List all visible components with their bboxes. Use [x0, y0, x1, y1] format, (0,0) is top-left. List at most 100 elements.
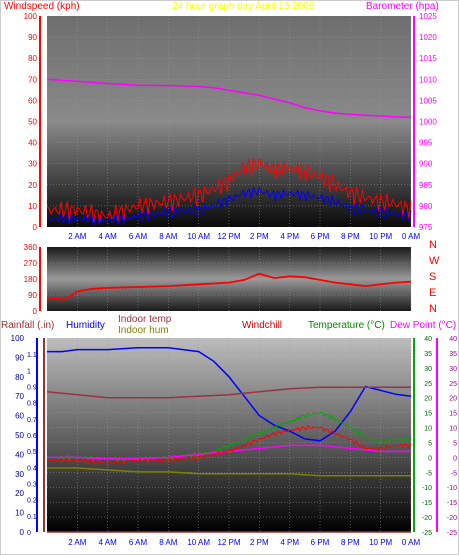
barometer-tick-label: 980 [419, 202, 433, 211]
humidity-tick-label: 70 [15, 392, 24, 401]
dew-point-tick-label: -5 [451, 470, 457, 477]
rainfall-tick-label: 0.8 [27, 401, 37, 408]
temp-x-tick-label: 4 PM [280, 538, 299, 547]
barometer-tick-label: 990 [419, 160, 433, 169]
wind-x-tick-label: 12 PM [217, 232, 240, 241]
temp-x-tick-label: 2 PM [250, 538, 269, 547]
humidity-tick-label: 30 [15, 470, 24, 479]
temperature-tick-label: 40 [424, 336, 432, 343]
wind-x-tick-label: 2 AM [68, 232, 87, 241]
dew-point-line [47, 444, 411, 460]
windspeed-axis-title: Windspeed (kph) [4, 1, 80, 12]
legend-rainfall: Rainfall (.in) [1, 320, 55, 331]
wind-x-tick-label: 4 PM [280, 232, 299, 241]
dew-point-tick-label: -15 [447, 500, 457, 507]
dew-point-tick-label: 20 [449, 396, 457, 403]
humidity-tick-label: 80 [15, 373, 24, 382]
legend-indoor-temp: Indoor temp [118, 314, 172, 325]
dew-point-tick-label: -20 [447, 515, 457, 522]
rainfall-tick-label: 0.1 [27, 514, 37, 521]
humidity-tick-label: 100 [11, 334, 25, 343]
barometer-tick-label: 1020 [419, 33, 437, 42]
legend-dew-point: Dew Point (°C) [390, 320, 457, 331]
compass-label-e: E [429, 287, 437, 299]
temperature-tick-label: 20 [424, 396, 432, 403]
wind-x-tick-label: 6 AM [129, 232, 148, 241]
barometer-tick-label: 1025 [419, 12, 437, 21]
humidity-tick-label: 40 [15, 450, 24, 459]
indoor-temp-line [46, 386, 411, 399]
windspeed-tick-label: 60 [28, 96, 37, 105]
rainfall-tick-label: 0.3 [27, 482, 37, 489]
windchill-line [46, 424, 412, 466]
legend-indoor-hum: Indoor hum [118, 325, 169, 336]
temperature-tick-label: 30 [424, 366, 432, 373]
dew-point-tick-label: 40 [449, 336, 457, 343]
windspeed-tick-label: 50 [28, 118, 37, 127]
wind-x-tick-label: 10 PM [369, 232, 392, 241]
windspeed-tick-label: 0 [33, 223, 38, 232]
windspeed-tick-label: 40 [28, 139, 37, 148]
wind-x-tick-label: 8 PM [341, 232, 360, 241]
rainfall-tick-label: 0.2 [27, 498, 37, 505]
temp-x-tick-label: 4 AM [99, 538, 118, 547]
barometer-axis-title: Barometer (hpa) [366, 1, 439, 12]
windspeed-tick-label: 100 [24, 12, 38, 21]
direction-tick-label: 0 [33, 307, 38, 316]
direction-tick-label: 90 [28, 291, 37, 300]
windspeed-tick-label: 10 [28, 202, 37, 211]
windspeed-tick-label: 80 [28, 54, 37, 63]
humidity-tick-label: 20 [15, 489, 24, 498]
rainfall-tick-label: 1.1 [27, 352, 37, 359]
humidity-tick-label: 60 [15, 412, 24, 421]
barometer-tick-label: 1005 [419, 96, 437, 105]
dew-point-tick-label: 35 [449, 351, 457, 358]
average-wind-line [46, 186, 412, 227]
dew-point-tick-label: 5 [453, 440, 457, 447]
wind-x-tick-label: 10 AM [187, 232, 210, 241]
humidity-tick-label: 90 [15, 353, 24, 362]
humidity-tick-label: 50 [15, 431, 24, 440]
temp-x-tick-label: 2 AM [68, 538, 87, 547]
temperature-tick-label: -25 [422, 530, 432, 537]
rainfall-tick-label: 0.9 [27, 385, 37, 392]
barometer-tick-label: 1015 [419, 54, 437, 63]
temp-x-tick-label: 6 AM [129, 538, 148, 547]
temp-x-tick-label: 6 PM [311, 538, 330, 547]
direction-tick-label: 180 [24, 275, 38, 284]
wind-x-tick-label: 4 AM [99, 232, 118, 241]
dew-point-tick-label: 0 [453, 455, 457, 462]
dew-point-tick-label: 25 [449, 381, 457, 388]
compass-label-w: W [429, 255, 440, 267]
rainfall-tick-label: 1 [27, 368, 31, 375]
temperature-tick-label: 0 [428, 455, 432, 462]
graph-title: 24 hour graph day April 13 2006 [172, 1, 315, 12]
barometer-tick-label: 975 [419, 223, 433, 232]
dew-point-tick-label: -25 [447, 530, 457, 537]
rainfall-tick-label: 0.7 [27, 417, 37, 424]
temperature-tick-label: 15 [424, 411, 432, 418]
legend-humidity: Humidity [66, 320, 105, 331]
temperature-tick-label: -15 [422, 500, 432, 507]
temp-x-tick-label: 10 AM [187, 538, 210, 547]
windspeed-tick-label: 20 [28, 181, 37, 190]
rainfall-tick-label: 0.4 [27, 465, 37, 472]
barometer-tick-label: 1010 [419, 75, 437, 84]
dew-point-tick-label: -10 [447, 485, 457, 492]
humidity-tick-label: 10 [15, 509, 24, 518]
rainfall-tick-label: 0.5 [27, 449, 37, 456]
temperature-tick-label: -20 [422, 515, 432, 522]
temp-x-tick-label: 8 AM [159, 538, 178, 547]
rainfall-tick-label: 0.6 [27, 433, 37, 440]
temp-x-tick-label: 10 PM [369, 538, 392, 547]
rainfall-tick-label: 0 [27, 530, 31, 537]
temperature-tick-label: 25 [424, 381, 432, 388]
compass-label-n-bottom: N [429, 303, 437, 315]
windspeed-tick-label: 70 [28, 75, 37, 84]
humidity-tick-label: 0 [20, 528, 25, 537]
windspeed-tick-label: 90 [28, 33, 37, 42]
temperature-tick-label: 35 [424, 351, 432, 358]
windspeed-tick-label: 30 [28, 160, 37, 169]
